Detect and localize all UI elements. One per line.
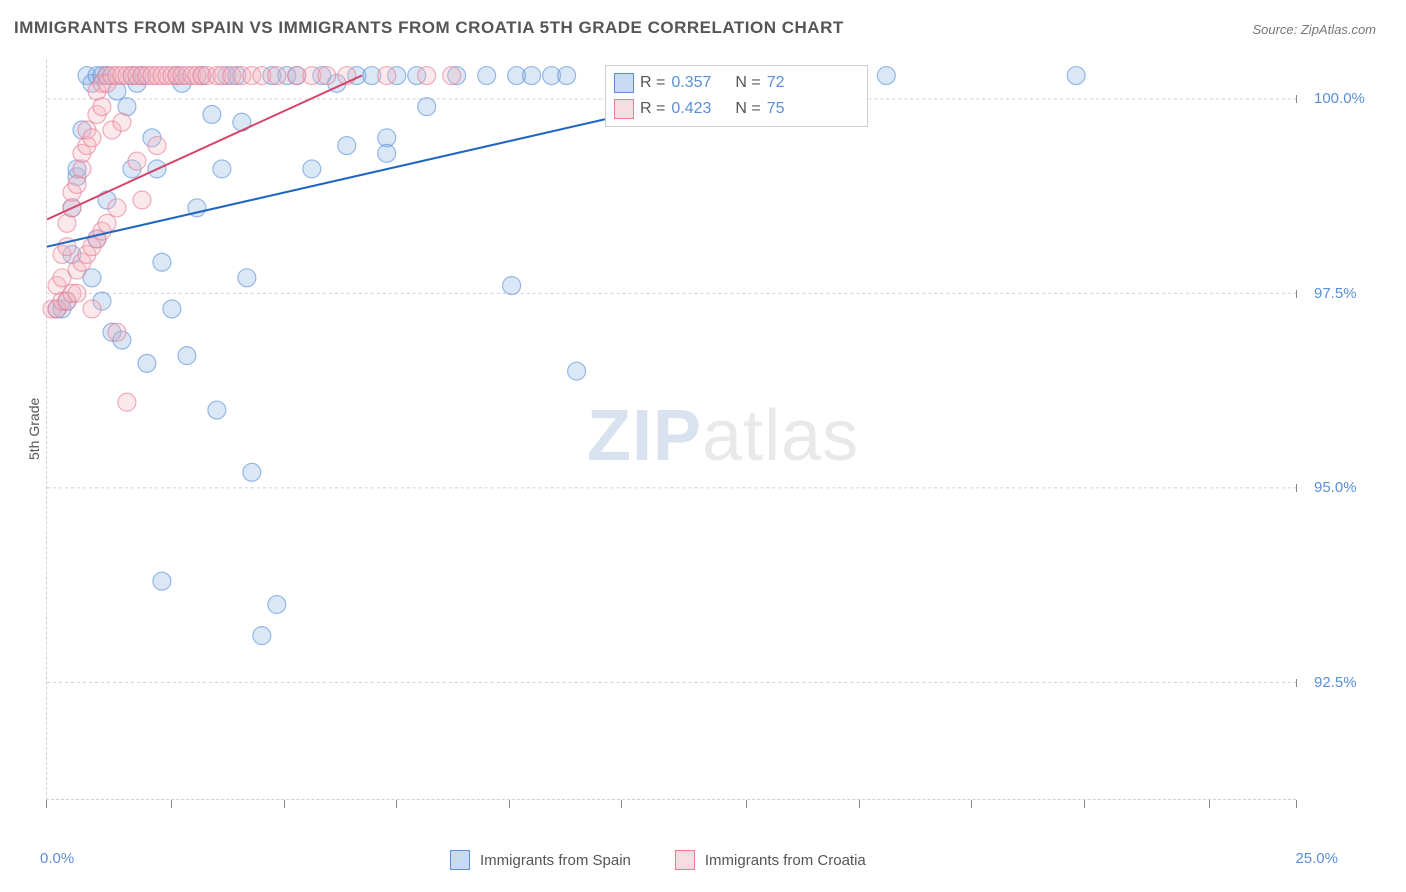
- xtick-mark: [46, 800, 47, 808]
- croatia-swatch: [614, 99, 634, 119]
- r-label: R =: [640, 74, 665, 92]
- gridlines: [47, 99, 1296, 682]
- chart-title: IMMIGRANTS FROM SPAIN VS IMMIGRANTS FROM…: [14, 18, 844, 38]
- croatia-n-value: 75: [767, 100, 785, 118]
- xtick-mark: [509, 800, 510, 808]
- ytick-label: 92.5%: [1314, 674, 1357, 691]
- ytick-label: 95.0%: [1314, 479, 1357, 496]
- ytick-mark: [1296, 679, 1297, 687]
- ytick-label: 100.0%: [1314, 90, 1365, 107]
- xtick-mark: [1209, 800, 1210, 808]
- xtick-mark: [1296, 800, 1297, 808]
- spain-r-value: 0.357: [671, 74, 711, 92]
- spain-legend-label: Immigrants from Spain: [480, 852, 631, 869]
- xlabel-right: 25.0%: [1295, 850, 1338, 867]
- xtick-mark: [284, 800, 285, 808]
- croatia-legend-swatch: [675, 850, 695, 870]
- chart-container: IMMIGRANTS FROM SPAIN VS IMMIGRANTS FROM…: [0, 0, 1406, 892]
- xtick-mark: [1084, 800, 1085, 808]
- chart-svg: [47, 60, 1296, 799]
- xtick-mark: [171, 800, 172, 808]
- xtick-mark: [859, 800, 860, 808]
- r-label-2: R =: [640, 100, 665, 118]
- xtick-mark: [621, 800, 622, 808]
- y-axis-label: 5th Grade: [26, 398, 42, 460]
- stats-row-spain: R = 0.357 N = 72: [614, 70, 859, 96]
- ytick-mark: [1296, 484, 1297, 492]
- croatia-points: [43, 67, 461, 412]
- series-legend: Immigrants from Spain Immigrants from Cr…: [450, 850, 866, 870]
- xlabel-left: 0.0%: [40, 850, 74, 867]
- ytick-label: 97.5%: [1314, 285, 1357, 302]
- xtick-mark: [746, 800, 747, 808]
- n-label: N =: [735, 74, 760, 92]
- xtick-mark: [971, 800, 972, 808]
- xtick-mark: [396, 800, 397, 808]
- spain-swatch: [614, 73, 634, 93]
- croatia-legend-label: Immigrants from Croatia: [705, 852, 866, 869]
- stats-row-croatia: R = 0.423 N = 75: [614, 96, 859, 122]
- source-label: Source: ZipAtlas.com: [1252, 22, 1376, 37]
- plot-area: ZIPatlas R = 0.357 N = 72 R = 0.423: [46, 60, 1296, 800]
- croatia-r-value: 0.423: [671, 100, 711, 118]
- spain-points: [48, 67, 1085, 645]
- stats-legend: R = 0.357 N = 72 R = 0.423 N = 75: [605, 65, 868, 127]
- ytick-mark: [1296, 290, 1297, 298]
- n-label-2: N =: [735, 100, 760, 118]
- ytick-mark: [1296, 95, 1297, 103]
- spain-n-value: 72: [767, 74, 785, 92]
- spain-legend-swatch: [450, 850, 470, 870]
